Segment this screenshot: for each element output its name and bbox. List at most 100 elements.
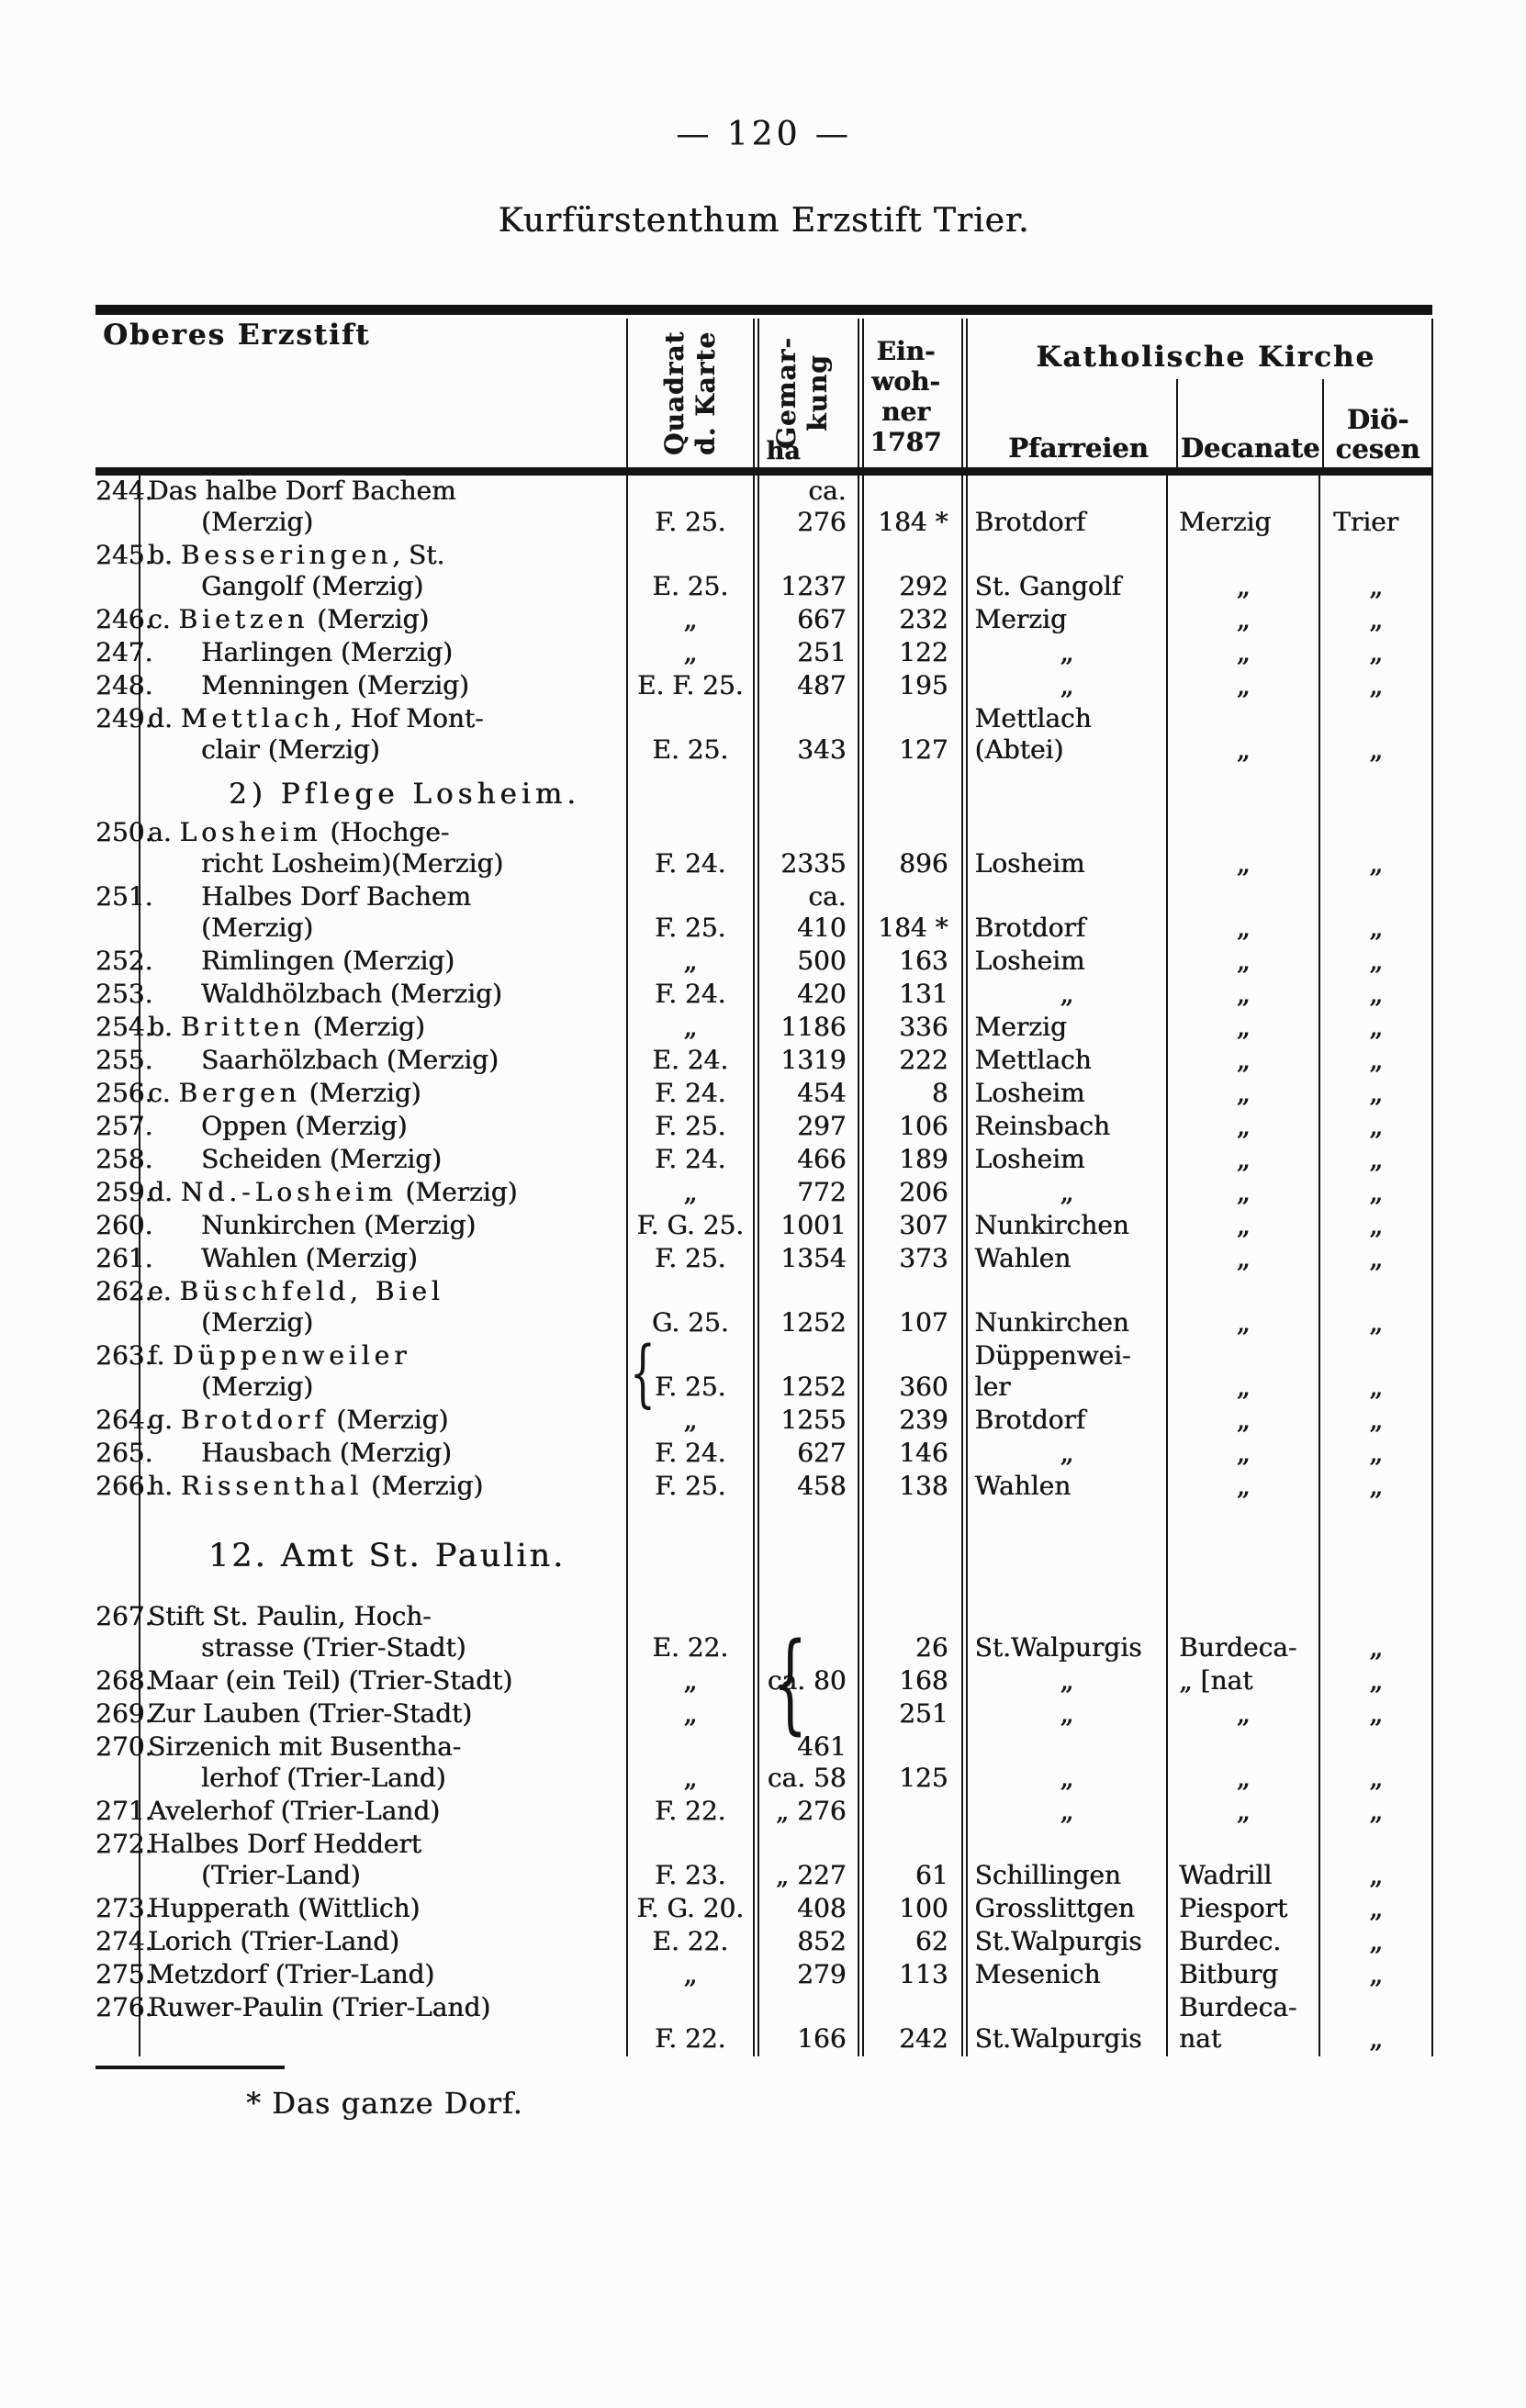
place-name-cell: Saarhölzbach (Merzig) (140, 1045, 629, 1078)
cell-line: „ (1236, 1011, 1251, 1043)
name-segment: Mettlach (180, 703, 334, 734)
place-name-line: Zur Lauben (Trier-Stadt) (148, 1698, 626, 1730)
table-row: 246. c. Bietzen (Merzig) „ 667 232 Merzig „ „ (95, 604, 1434, 637)
cell-line: 627 (797, 1438, 847, 1468)
cell-line: Nunkirchen (974, 1307, 1129, 1338)
cell-line: „ (1368, 1110, 1384, 1142)
cell-line: 1237 (780, 571, 847, 601)
deaneries-label: Decanate (1176, 379, 1322, 467)
cell-line: 113 (899, 1959, 948, 1989)
cell-line: 106 (899, 1111, 948, 1141)
cell-line: „ (1236, 669, 1251, 701)
cell-line: 251 (899, 1698, 948, 1729)
row-number-cell: 276. (95, 1992, 152, 2056)
population-cell: 239 (860, 1405, 968, 1438)
cell-line: „ (1368, 1176, 1384, 1208)
name-segment: Waldhölzbach (Merzig) (201, 979, 502, 1009)
place-name-line: Oppen (Merzig) (148, 1111, 626, 1142)
place-name-line: Halbes Dorf Bachem (148, 881, 626, 913)
section-heading: 2) Pflege Losheim. (229, 778, 580, 811)
row-number-cell: 274. (95, 1926, 152, 1959)
row-number-cell: 252. (95, 946, 152, 979)
cell-line: Wahlen (974, 1243, 1072, 1273)
empty-cell (1167, 767, 1321, 817)
population-cell: 107 (860, 1276, 968, 1340)
place-name-line: h. Rissenthal (Merzig) (148, 1471, 626, 1502)
section-row: 2) Pflege Losheim. (95, 767, 1434, 817)
table-row: 247. Harlingen (Merzig) „ 251 122 „ „ „ (95, 637, 1434, 670)
population-cell: 232 (860, 604, 968, 637)
cell-line: 222 (899, 1045, 948, 1075)
cell-line: „ (1368, 1044, 1384, 1076)
deanery-cell: „ (1167, 1796, 1321, 1829)
cell-line: ler (974, 1372, 1011, 1402)
cell-line: „ (1368, 1859, 1384, 1891)
row-number-cell: 258. (95, 1144, 152, 1177)
diocese-cell: „ (1319, 1340, 1434, 1405)
place-name-cell: g. Brotdorf (Merzig) (140, 1405, 629, 1438)
cell-line: Brotdorf (974, 1405, 1086, 1435)
deanery-cell: „ (1167, 1698, 1321, 1731)
cell-line: Losheim (974, 1144, 1085, 1174)
name-segment: richt Losheim)(Merzig) (201, 848, 504, 879)
deanery-cell: „ (1167, 1045, 1321, 1078)
cell-line: Reinsbach (974, 1111, 1110, 1141)
row-number-cell: 263. (95, 1340, 152, 1405)
parish-cell: „ (964, 1731, 1169, 1796)
map-quadrant-cell: „ (627, 604, 759, 637)
map-quadrant-cell: F. 22. (627, 1796, 759, 1829)
parish-cell: Wahlen (964, 1471, 1169, 1504)
parish-cell: Losheim (964, 1144, 1169, 1177)
deanery-cell: Bitburg (1167, 1959, 1321, 1992)
cell-line: 772 (797, 1177, 847, 1207)
place-name-cell: Nunkirchen (Merzig) (140, 1210, 629, 1243)
parish-cell: Nunkirchen (964, 1210, 1169, 1243)
place-name-cell: d. Nd.-Losheim (Merzig) (140, 1177, 629, 1210)
cell-line: F. 24. (655, 848, 726, 879)
name-segment: Das halbe Dorf Bachem (148, 476, 456, 506)
name-segment: Britten (180, 1012, 305, 1042)
cell-line: „ (1368, 1892, 1384, 1924)
name-segment: Stift St. Paulin, Hoch- (148, 1601, 432, 1631)
map-quadrant-cell: E. 24. (627, 1045, 759, 1078)
place-name-line: f. Düppenweiler (148, 1340, 626, 1372)
name-segment: (Merzig) (363, 1471, 484, 1501)
place-name-cell: Zur Lauben (Trier-Stadt) (140, 1698, 629, 1731)
place-name-line: richt Losheim)(Merzig) (148, 848, 626, 879)
cell-line: F. 25. (655, 1372, 726, 1402)
diocese-cell: „ (1319, 1926, 1434, 1959)
name-segment: b. (148, 540, 181, 570)
diocese-cell: „ (1319, 1012, 1434, 1045)
cell-line: „ 276 (775, 1796, 847, 1826)
section-heading: 12. Amt St. Paulin. (208, 1538, 567, 1574)
name-segment: Rimlingen (Merzig) (201, 946, 455, 976)
place-name-cell: c. Bergen (Merzig) (140, 1078, 629, 1111)
place-name-line: Sirzenich mit Busentha- (148, 1731, 626, 1763)
cell-line: 1252 (780, 1307, 847, 1338)
header-population: Ein- woh- ner 1787 (860, 319, 968, 476)
row-number-cell: 247. (95, 637, 152, 670)
row-number-cell: 262. (95, 1276, 152, 1340)
deanery-cell: „ (1167, 1177, 1321, 1210)
name-segment: Halbes Dorf Heddert (148, 1829, 421, 1859)
area-cell: 166 (756, 1992, 864, 2056)
deanery-cell: „ (1167, 1111, 1321, 1144)
deanery-cell: „ (1167, 1276, 1321, 1340)
cell-line: „ (1368, 1697, 1384, 1730)
cell-line: Mesenich (974, 1959, 1101, 1989)
place-name-line: Menningen (Merzig) (148, 670, 626, 701)
place-name-line: (Trier-Land) (148, 1860, 626, 1891)
parish-cell: „ (964, 670, 1169, 703)
parish-cell: Brotdorf (964, 471, 1169, 540)
place-name-cell: f. Düppenweiler (Merzig) (140, 1340, 629, 1405)
population-cell: 242 (860, 1992, 968, 2056)
cell-line: 107 (899, 1307, 948, 1338)
cell-line: 146 (899, 1438, 948, 1468)
place-name-cell: Lorich (Trier-Land) (140, 1926, 629, 1959)
empty-cell (95, 1504, 140, 1601)
row-number-cell: 266. (95, 1471, 152, 1504)
statistics-table: Oberes Erzstift Quadrat d. Karte Gemar- … (95, 319, 1434, 2056)
map-quadrant-cell: „ (627, 1731, 759, 1796)
name-segment: a. (148, 817, 180, 847)
diocese-cell: „ (1319, 1731, 1434, 1796)
